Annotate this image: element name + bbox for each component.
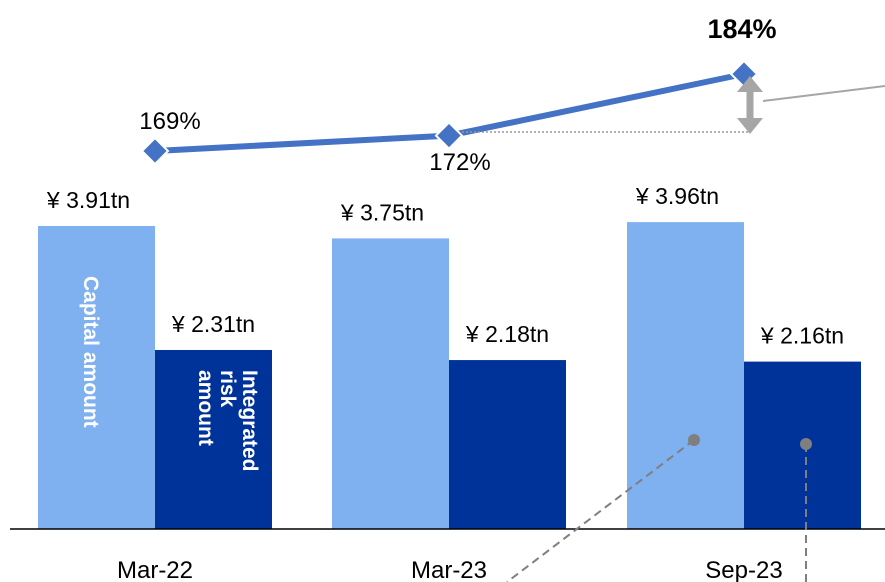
series-name-capital: Capital amount	[79, 276, 102, 428]
ratio-point-marker	[140, 136, 170, 166]
bar-value-label: ¥ 2.16tn	[760, 323, 844, 349]
arrow-head-down-icon	[737, 118, 763, 134]
bar-group	[38, 222, 861, 530]
arrow-head-up-icon	[737, 76, 763, 92]
category-tick-label: Sep-23	[705, 557, 782, 582]
bar-value-label: ¥ 3.75tn	[340, 199, 424, 225]
ratio-value-label: 184%	[707, 14, 776, 44]
bar-value-label: ¥ 2.31tn	[171, 311, 255, 337]
ratio-point-marker	[434, 121, 464, 151]
series-name-risk-line: Integrated	[238, 370, 261, 472]
annotation-group	[462, 76, 885, 582]
leader-line-capital	[506, 439, 695, 582]
series-name-risk-line: amount	[194, 370, 217, 446]
bar-capital-0	[38, 226, 155, 529]
series-name-risk-line: risk	[216, 370, 239, 408]
category-label-group: Mar-22 Mar-23 Sep-23	[117, 557, 783, 582]
callout-connector-line	[762, 85, 885, 102]
bar-label-group: ¥ 3.91tn ¥ 2.31tn ¥ 3.75tn ¥ 2.18tn ¥ 3.96tn…	[46, 183, 844, 348]
bar-risk-0	[155, 349, 272, 529]
bar-value-label: ¥ 3.96tn	[635, 183, 719, 209]
bar-capital-2	[627, 222, 744, 530]
ratio-value-label: 172%	[429, 149, 490, 176]
category-tick-label: Mar-23	[411, 557, 487, 582]
leader-dot-risk	[800, 438, 812, 450]
category-tick-label: Mar-22	[117, 557, 193, 582]
ratio-line-group: 169% 172% 184%	[139, 14, 776, 176]
leader-dot-capital	[688, 434, 700, 446]
bar-value-label: ¥ 3.91tn	[46, 187, 130, 213]
bar-capital-1	[332, 238, 449, 529]
bar-value-label: ¥ 2.18tn	[465, 321, 549, 347]
bar-risk-1	[449, 360, 566, 529]
ratio-value-label: 169%	[139, 108, 200, 135]
